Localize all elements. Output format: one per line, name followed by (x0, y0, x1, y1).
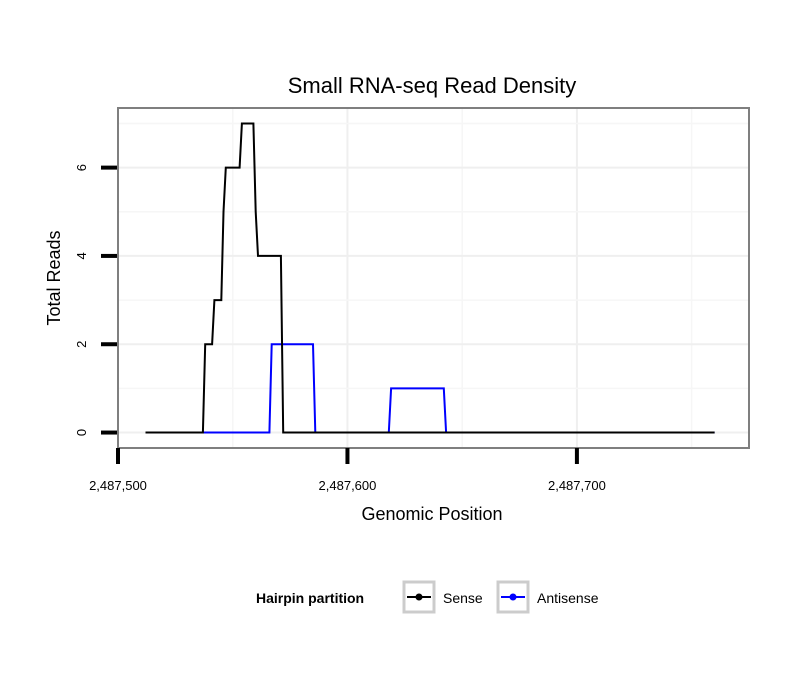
x-tick-label: 2,487,500 (89, 478, 147, 493)
legend-label: Sense (443, 590, 483, 606)
y-tick-label: 0 (74, 429, 89, 436)
y-tick-label: 6 (74, 164, 89, 171)
x-tick-label: 2,487,600 (319, 478, 377, 493)
axis-ticks: 2,487,500 2,487,600 2,487,700 0 2 4 6 (74, 164, 606, 493)
plot-frame (117, 107, 750, 449)
legend-key-marker (415, 593, 423, 601)
series-layer (145, 122, 715, 434)
series-line-sense (145, 122, 715, 434)
legend: Hairpin partition Sense Antisense (256, 580, 599, 614)
legend-title: Hairpin partition (256, 590, 364, 606)
legend-label: Antisense (537, 590, 599, 606)
x-axis-label: Genomic Position (361, 504, 502, 524)
x-tick-label: 2,487,700 (548, 478, 606, 493)
legend-key-marker (509, 593, 517, 601)
grid (117, 108, 749, 448)
y-axis-label: Total Reads (44, 230, 64, 325)
y-tick-label: 4 (74, 252, 89, 259)
chart-title: Small RNA-seq Read Density (288, 73, 577, 98)
y-tick-label: 2 (74, 341, 89, 348)
